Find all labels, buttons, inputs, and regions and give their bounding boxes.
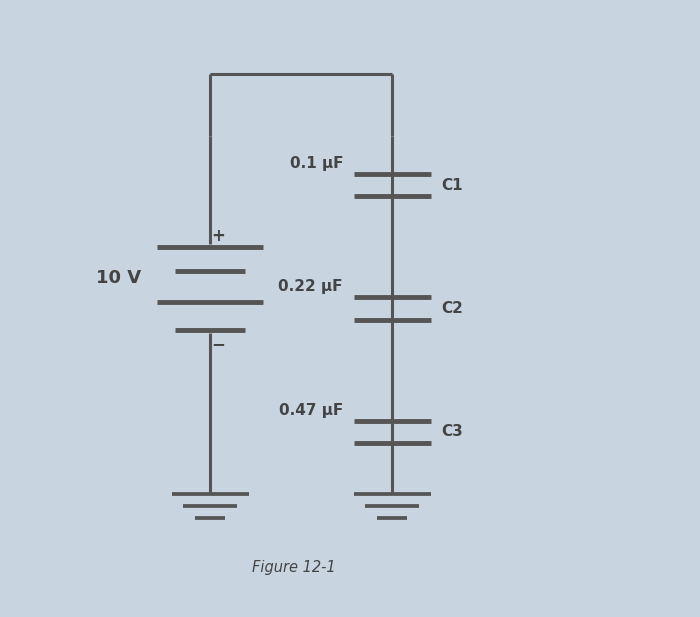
Text: Figure 12-1: Figure 12-1 bbox=[252, 560, 336, 575]
Text: C2: C2 bbox=[441, 301, 463, 316]
Text: +: + bbox=[211, 226, 225, 245]
Text: C1: C1 bbox=[441, 178, 463, 193]
Text: 0.47 μF: 0.47 μF bbox=[279, 403, 343, 418]
Text: −: − bbox=[211, 334, 225, 353]
Text: 0.22 μF: 0.22 μF bbox=[279, 280, 343, 294]
Text: 10 V: 10 V bbox=[97, 268, 141, 287]
Text: 0.1 μF: 0.1 μF bbox=[290, 156, 343, 171]
Text: C3: C3 bbox=[441, 424, 463, 439]
